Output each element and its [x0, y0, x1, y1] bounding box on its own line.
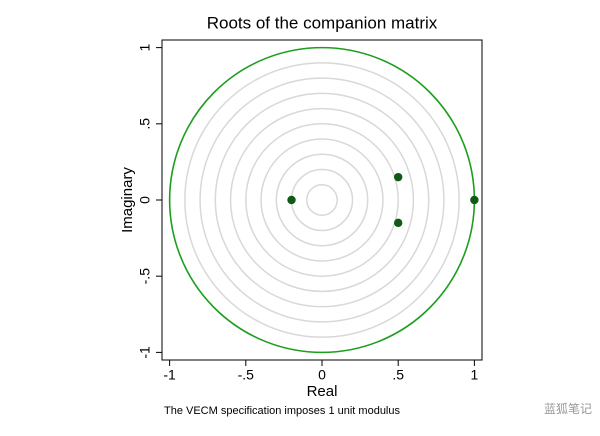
reference-circle [306, 184, 338, 216]
note: The VECM specification imposes 1 unit mo… [164, 405, 400, 417]
root-point [287, 195, 296, 205]
x-tick-label: 1 [470, 367, 478, 383]
x-tick-label: -1 [163, 367, 176, 383]
y-tick-label: 0 [137, 196, 153, 204]
plot-frame [161, 39, 483, 361]
reference-circle [214, 92, 430, 308]
x-tick-label: 0 [318, 367, 326, 383]
root-point [393, 218, 403, 228]
x-tick-label: .5 [392, 367, 404, 383]
x-tick-label: -.5 [238, 367, 255, 383]
y-tick-label: .5 [137, 118, 153, 130]
root-point [470, 195, 479, 205]
reference-circle [199, 77, 445, 323]
reference-circle [290, 168, 354, 232]
reference-circle [245, 123, 399, 277]
x-axis-label: Real [307, 383, 338, 400]
chart-title: Roots of the companion matrix [207, 13, 438, 32]
y-tick-label: -.5 [137, 268, 153, 285]
reference-circle [229, 107, 415, 293]
reference-circle [184, 62, 460, 338]
root-point [393, 172, 403, 182]
reference-circle [260, 138, 384, 262]
watermark: 蓝狐笔记 [544, 401, 592, 416]
y-tick-label: 1 [137, 44, 153, 52]
y-axis-label: Imaginary [119, 167, 136, 233]
y-tick-label: -1 [137, 346, 153, 359]
reference-circle [275, 153, 369, 247]
